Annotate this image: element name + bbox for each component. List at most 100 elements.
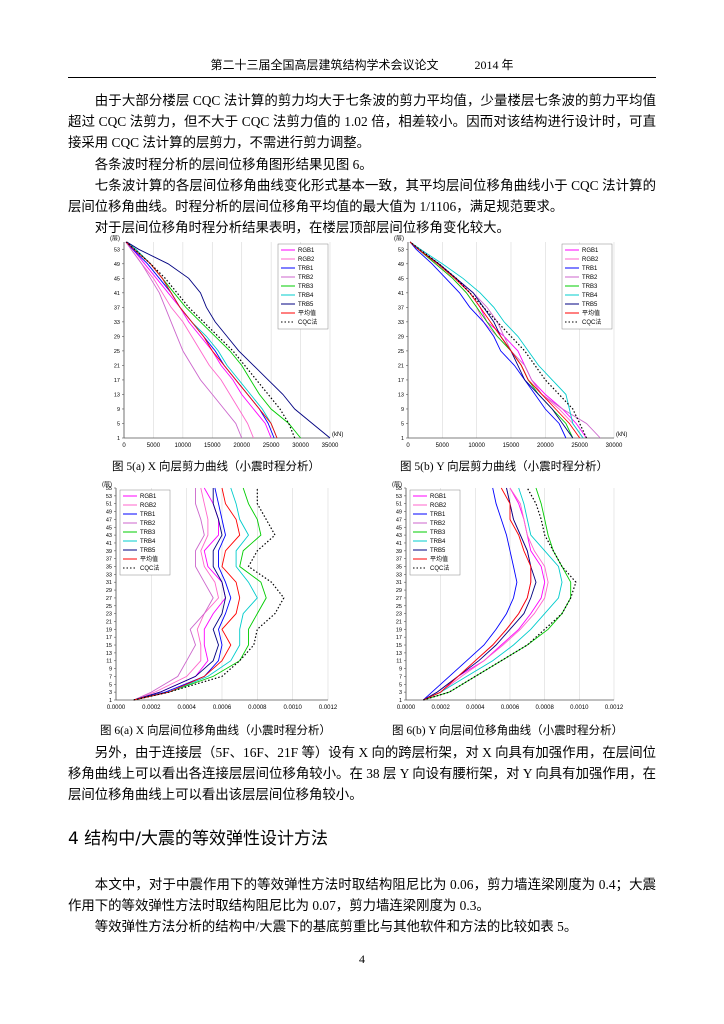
paragraph: 对于层间位移角时程分析结果表明，在楼层顶部层间位移角变化较大。 [94,220,510,236]
x-tick-label: 20000 [537,443,554,449]
series-line [133,487,219,701]
header-title: 第二十三届全国高层建筑结构学术会议论文 [210,58,439,72]
y-tick-label: 5 [401,421,404,427]
legend-label: RGB2 [140,503,157,509]
y-tick-label: 5 [399,682,402,688]
paragraph: 各条波时程分析的层间位移角图形结果见图 6。 [94,156,373,172]
legend-label: TRB4 [430,539,446,545]
x-tick-label: 0.0002 [431,705,450,711]
legend-label: TRB1 [298,266,314,272]
y-tick-label: 45 [398,276,404,282]
x-axis-label: (kN) [616,432,627,438]
caption: 图 6(b) Y 向层间位移角曲线（小震时程分析） [392,725,624,737]
y-tick-label: 51 [106,502,112,508]
legend-label: TRB1 [582,266,598,272]
y-tick-label: 5 [117,421,120,427]
x-axis-label: (kN) [332,432,343,438]
y-tick-label: 29 [396,588,402,594]
series-line [409,241,587,439]
y-tick-label: 9 [399,667,402,673]
legend-label: RGB1 [140,494,157,500]
series-line [409,241,574,439]
text-block: 另外，由于连接层（5F、16F、21F 等）设有 X 向的跨层桁架，对 X 向具… [68,742,656,806]
series-line [133,487,232,701]
series-line [125,241,272,439]
chart: 0.0000 0.0002 0.0004 0.0006 0.0008 0.0010 0.00… [392,481,624,711]
legend-label: CQC法 [140,564,159,572]
legend-label: TRB3 [298,284,314,290]
y-tick-label: 15 [106,643,112,649]
text-block: 由于大部分楼层 CQC 法计算的剪力均大于七条波的剪力平均值，少量楼层七条波的剪… [68,90,656,238]
y-axis-label: (层) [392,481,402,488]
y-tick-label: 33 [396,572,402,578]
x-tick-label: 0.0008 [535,705,554,711]
y-tick-label: 35 [396,565,402,571]
y-tick-label: 29 [398,334,404,340]
x-tick-label: 0.0000 [397,705,416,711]
y-tick-label: 45 [106,525,112,531]
y-axis-label: (层) [110,235,120,242]
legend-label: RGB2 [582,257,599,263]
y-tick-label: 53 [398,247,404,253]
paragraph: 由于大部分楼层 CQC 法计算的剪力均大于七条波的剪力平均值，少量楼层七条波的剪… [68,93,656,151]
x-tick-label: 0.0000 [107,705,126,711]
legend-label: TRB4 [298,293,314,299]
y-tick-label: 37 [396,557,402,563]
y-tick-label: 29 [106,588,112,594]
legend-label: TRB5 [582,302,598,308]
y-tick-label: 21 [106,619,112,625]
series-line [125,241,254,439]
y-tick-label: 47 [106,517,112,523]
legend-label: RGB1 [582,248,599,254]
y-tick-label: 33 [106,572,112,578]
y-tick-label: 19 [106,627,112,633]
y-tick-label: 19 [396,627,402,633]
y-tick-label: 41 [396,541,402,547]
y-tick-label: 55 [106,486,112,492]
series-line [133,487,267,701]
legend-label: TRB2 [140,521,156,527]
y-tick-label: 25 [398,349,404,355]
x-tick-label: 0.0012 [605,705,624,711]
paragraph: 本文中，对于中震作用下的等效弹性方法时取结构阻尼比为 0.06，剪力墙连梁刚度为… [68,877,656,914]
header: 第二十三届全国高层建筑结构学术会议论文 2014 年 [68,56,656,78]
y-tick-label: 1 [399,698,402,704]
legend-label: TRB2 [430,521,446,527]
y-tick-label: 21 [114,363,120,369]
legend-label: TRB5 [430,548,446,554]
x-tick-label: 5000 [147,443,161,449]
x-tick-label: 30000 [606,443,623,449]
y-tick-label: 1 [401,436,404,442]
chart: 0 5000 10000 15000 20000 25000 30000 1 5 9 13 17 21 2… [394,235,627,449]
x-tick-label: 0.0010 [570,705,589,711]
series-line [125,241,278,439]
legend-label: 平均值 [298,309,316,317]
y-tick-label: 45 [114,276,120,282]
x-tick-label: 30000 [292,443,309,449]
y-tick-label: 25 [114,349,120,355]
legend-label: TRB2 [582,275,598,281]
y-tick-label: 49 [106,510,112,516]
paragraph: 另外，由于连接层（5F、16F、21F 等）设有 X 向的跨层桁架，对 X 向具… [68,745,656,803]
y-tick-label: 37 [398,305,404,311]
chart: 0.0000 0.0002 0.0004 0.0006 0.0008 0.0010 0.00… [102,481,338,711]
y-tick-label: 25 [106,604,112,610]
y-axis-label: (层) [102,481,112,488]
y-tick-label: 37 [114,305,120,311]
y-tick-label: 1 [117,436,120,442]
legend-label: TRB5 [298,302,314,308]
y-tick-label: 9 [117,407,120,413]
y-tick-label: 55 [396,486,402,492]
paragraph: 等效弹性方法分析的结构中/大震下的基底剪重比与其他软件和方法的比较如表 5。 [94,919,578,935]
y-tick-label: 23 [396,612,402,618]
legend-label: 平均值 [140,555,158,563]
y-tick-label: 13 [114,392,120,398]
legend-label: TRB4 [140,539,156,545]
section-heading: 4 结构中/大震的等效弹性设计方法 [68,829,328,849]
y-tick-label: 13 [396,651,402,657]
x-tick-label: 25000 [263,443,280,449]
legend-label: TRB1 [140,512,156,518]
y-tick-label: 9 [109,667,112,673]
y-tick-label: 3 [399,690,402,696]
